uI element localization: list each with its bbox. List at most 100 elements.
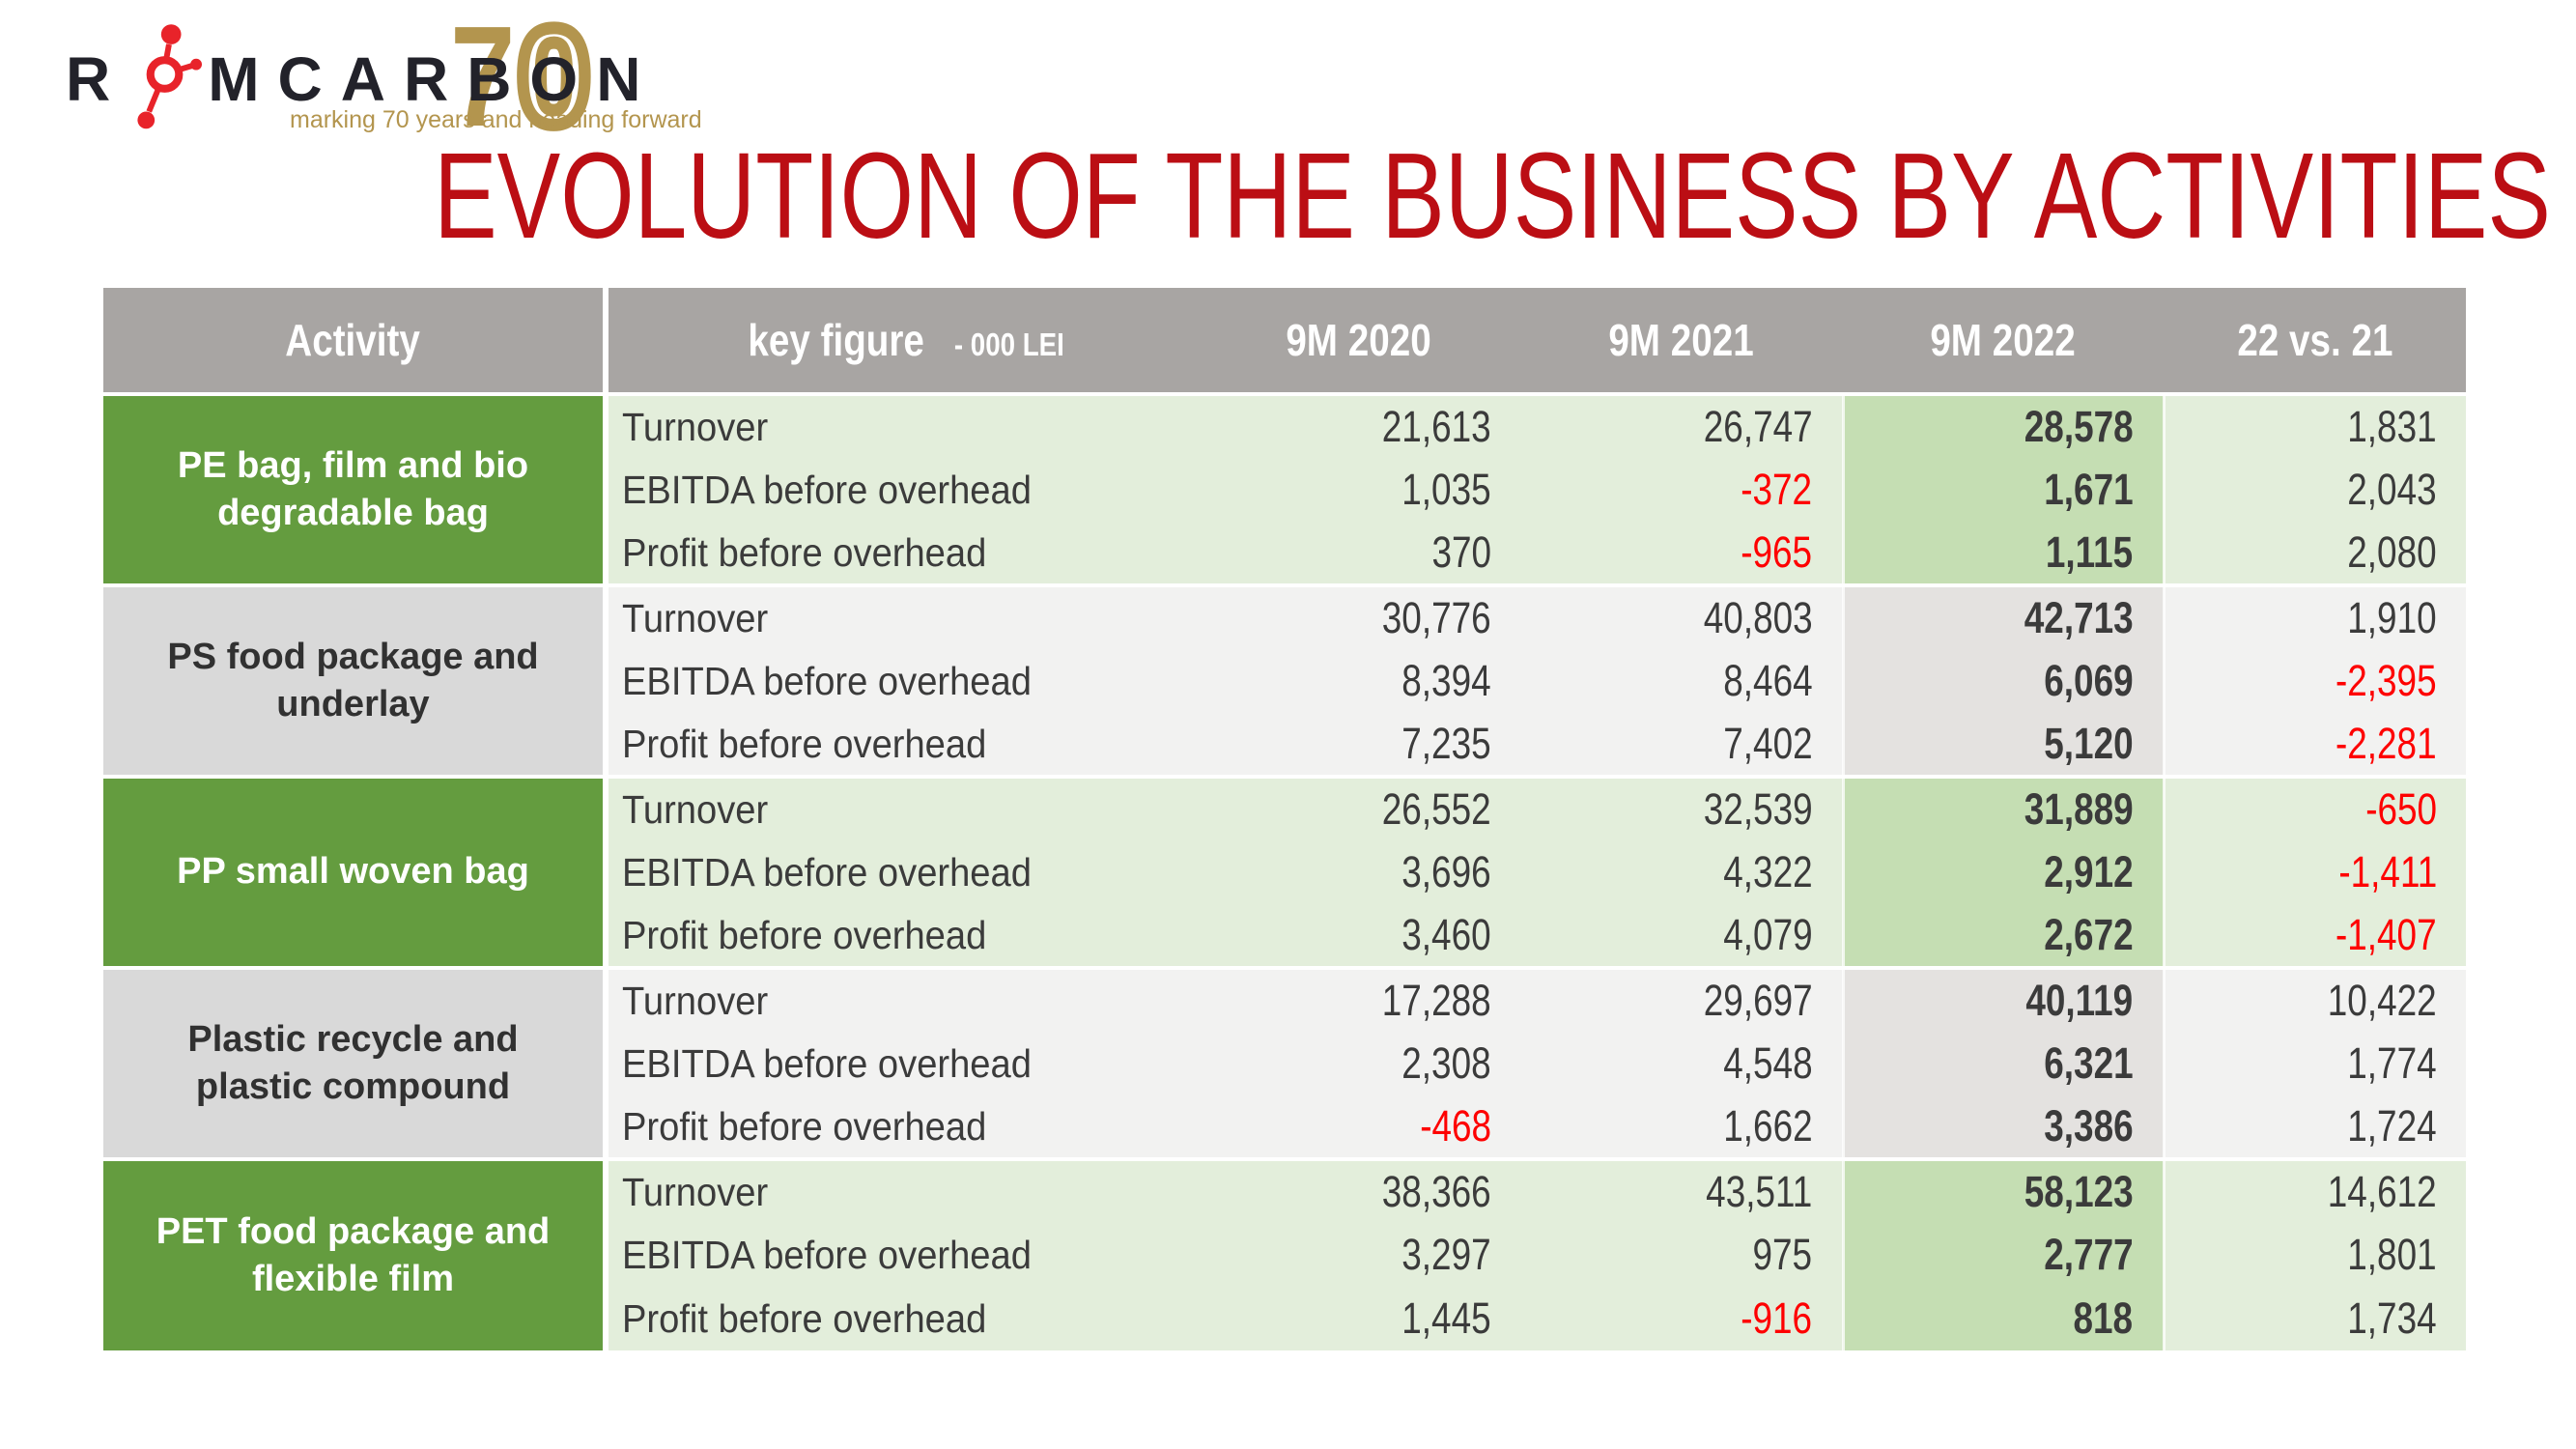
value-cell-2022: 31,889 bbox=[1841, 775, 2166, 840]
value-cell: 26,552 bbox=[1198, 775, 1520, 840]
key-figure-cell: Turnover bbox=[606, 583, 1198, 649]
value-cell: 3,696 bbox=[1198, 840, 1520, 904]
value-cell-2022: 1,115 bbox=[1841, 522, 2166, 585]
table-row: PS food package and underlay Turnover 30… bbox=[103, 583, 2466, 777]
value-cell-delta: 2,080 bbox=[2164, 522, 2466, 585]
key-figure-cell: EBITDA before overhead bbox=[606, 649, 1198, 713]
value-cell: -965 bbox=[1520, 522, 1843, 585]
table-row: PE bag, film and bio degradable bag Turn… bbox=[103, 392, 2466, 585]
70-years-badge: 7 0 bbox=[450, 0, 596, 156]
value-cell: 975 bbox=[1520, 1223, 1843, 1287]
value-cell: 29,697 bbox=[1520, 966, 1843, 1032]
key-figure-cell: EBITDA before overhead bbox=[606, 1223, 1198, 1287]
key-figure-cell: EBITDA before overhead bbox=[606, 458, 1198, 522]
brand-letter-r: R bbox=[66, 44, 129, 114]
table-header: Activity key figure - 000 LEI 9M 2020 9M … bbox=[103, 288, 2466, 394]
logo-tagline: marking 70 years and heading forward bbox=[290, 106, 702, 133]
value-cell: 370 bbox=[1198, 522, 1520, 585]
value-cell: 4,079 bbox=[1520, 904, 1843, 968]
brand-letters: MCARBON bbox=[208, 44, 660, 114]
table-row: Profit before overhead -468 1,662 3,386 … bbox=[103, 1095, 2466, 1159]
value-cell: 4,548 bbox=[1520, 1032, 1843, 1095]
table-row: Plastic recycle and plastic compound Tur… bbox=[103, 966, 2466, 1159]
key-figure-cell: EBITDA before overhead bbox=[606, 840, 1198, 904]
key-figure-cell: Turnover bbox=[606, 775, 1198, 840]
value-cell-2022: 1,671 bbox=[1841, 458, 2166, 522]
activities-table: Activity key figure - 000 LEI 9M 2020 9M … bbox=[103, 288, 2466, 1350]
header-9m-2020: 9M 2020 bbox=[1198, 288, 1520, 394]
value-cell-delta: 2,043 bbox=[2164, 458, 2466, 522]
table-row: Profit before overhead 370 -965 1,115 2,… bbox=[103, 522, 2466, 585]
value-cell-2022: 5,120 bbox=[1841, 713, 2166, 777]
value-cell: 1,445 bbox=[1198, 1287, 1520, 1350]
header-9m-2022: 9M 2022 bbox=[1843, 288, 2164, 394]
value-cell-2022: 58,123 bbox=[1841, 1157, 2166, 1223]
table-row: EBITDA before overhead 2,308 4,548 6,321… bbox=[103, 1032, 2466, 1095]
table-row: PP small woven bag Turnover 26,552 32,53… bbox=[103, 775, 2466, 968]
value-cell-delta: 1,831 bbox=[2164, 392, 2466, 458]
value-cell-delta: -650 bbox=[2164, 775, 2466, 840]
value-cell: 40,803 bbox=[1520, 583, 1843, 649]
value-cell: 32,539 bbox=[1520, 775, 1843, 840]
value-cell-2022: 42,713 bbox=[1841, 583, 2166, 649]
value-cell: -468 bbox=[1198, 1095, 1520, 1159]
table-row: EBITDA before overhead 8,394 8,464 6,069… bbox=[103, 649, 2466, 713]
value-cell-delta: 1,774 bbox=[2164, 1032, 2466, 1095]
header-22-vs-21: 22 vs. 21 bbox=[2164, 288, 2466, 394]
value-cell: 8,464 bbox=[1520, 649, 1843, 713]
table-row: EBITDA before overhead 3,297 975 2,777 1… bbox=[103, 1223, 2466, 1287]
badge-digit-0: 0 bbox=[512, 0, 596, 154]
activity-cell-ps-food: PS food package and underlay bbox=[103, 583, 609, 777]
value-cell-delta: -1,411 bbox=[2164, 840, 2466, 904]
header-row: Activity key figure - 000 LEI 9M 2020 9M … bbox=[103, 288, 2466, 394]
value-cell-delta: -1,407 bbox=[2164, 904, 2466, 968]
value-cell-2022: 2,777 bbox=[1841, 1223, 2166, 1287]
key-figure-cell: Turnover bbox=[606, 1157, 1198, 1223]
table-row: Profit before overhead 3,460 4,079 2,672… bbox=[103, 904, 2466, 968]
value-cell: 26,747 bbox=[1520, 392, 1843, 458]
value-cell: 21,613 bbox=[1198, 392, 1520, 458]
value-cell-delta: 14,612 bbox=[2164, 1157, 2466, 1223]
activity-cell-pp-woven: PP small woven bag bbox=[103, 775, 609, 968]
activity-cell-pe-bag: PE bag, film and bio degradable bag bbox=[103, 392, 609, 585]
value-cell: 7,235 bbox=[1198, 713, 1520, 777]
header-unit: - 000 LEI bbox=[953, 327, 1064, 362]
key-figure-cell: Profit before overhead bbox=[606, 1095, 1198, 1159]
key-figure-cell: Profit before overhead bbox=[606, 904, 1198, 968]
value-cell: 3,297 bbox=[1198, 1223, 1520, 1287]
badge-digit-7: 7 bbox=[450, 0, 516, 156]
value-cell: -916 bbox=[1520, 1287, 1843, 1350]
header-9m-2021: 9M 2021 bbox=[1520, 288, 1843, 394]
value-cell-2022: 6,321 bbox=[1841, 1032, 2166, 1095]
value-cell: 3,460 bbox=[1198, 904, 1520, 968]
value-cell-2022: 2,912 bbox=[1841, 840, 2166, 904]
value-cell-2022: 6,069 bbox=[1841, 649, 2166, 713]
brand-wordmark: R MCARBON bbox=[66, 24, 660, 129]
value-cell: 17,288 bbox=[1198, 966, 1520, 1032]
value-cell: 43,511 bbox=[1520, 1157, 1843, 1223]
value-cell: 1,035 bbox=[1198, 458, 1520, 522]
value-cell: -372 bbox=[1520, 458, 1843, 522]
value-cell-2022: 28,578 bbox=[1841, 392, 2166, 458]
table-row: Profit before overhead 1,445 -916 818 1,… bbox=[103, 1287, 2466, 1350]
table-row: PET food package and flexible film Turno… bbox=[103, 1157, 2466, 1350]
value-cell: 4,322 bbox=[1520, 840, 1843, 904]
key-figure-cell: Turnover bbox=[606, 966, 1198, 1032]
value-cell-2022: 2,672 bbox=[1841, 904, 2166, 968]
key-figure-cell: EBITDA before overhead bbox=[606, 1032, 1198, 1095]
value-cell: 30,776 bbox=[1198, 583, 1520, 649]
value-cell: 7,402 bbox=[1520, 713, 1843, 777]
activity-cell-plastic-recycle: Plastic recycle and plastic compound bbox=[103, 966, 609, 1159]
key-figure-cell: Profit before overhead bbox=[606, 1287, 1198, 1350]
value-cell-delta: 1,910 bbox=[2164, 583, 2466, 649]
page-title: EVOLUTION OF THE BUSINESS BY ACTIVITIES bbox=[434, 128, 2551, 264]
molecule-icon bbox=[137, 24, 203, 129]
value-cell-2022: 40,119 bbox=[1841, 966, 2166, 1032]
value-cell: 8,394 bbox=[1198, 649, 1520, 713]
value-cell-2022: 3,386 bbox=[1841, 1095, 2166, 1159]
value-cell: 1,662 bbox=[1520, 1095, 1843, 1159]
value-cell: 38,366 bbox=[1198, 1157, 1520, 1223]
value-cell-delta: 10,422 bbox=[2164, 966, 2466, 1032]
value-cell-delta: 1,801 bbox=[2164, 1223, 2466, 1287]
